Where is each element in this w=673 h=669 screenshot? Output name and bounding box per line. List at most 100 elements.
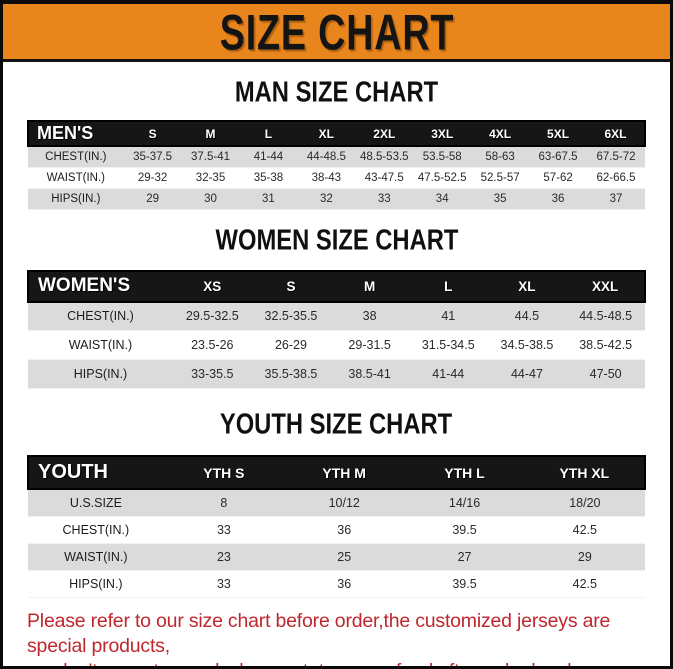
data-cell: 38-43 — [311, 171, 342, 184]
section-men: MAN SIZE CHART MEN'S S M L XL 2XL 3XL 4XL 5XL 6XL… — [3, 76, 670, 210]
row-label: CHEST(IN.) — [67, 309, 134, 324]
header-cell: XS — [172, 269, 252, 303]
data-cell: 27 — [457, 549, 472, 564]
women-section-heading: WOMEN SIZE CHART — [3, 224, 670, 256]
data-cell: 29 — [577, 549, 592, 564]
header-cell: S — [123, 120, 182, 147]
header-cell: L — [408, 269, 488, 303]
data-cell: 35-37.5 — [133, 150, 173, 163]
data-cell: 33-35.5 — [191, 367, 234, 381]
data-cell: 35 — [493, 192, 507, 205]
data-cell: 18/20 — [569, 495, 601, 510]
page-title: SIZE CHART — [219, 3, 454, 60]
header-cell: WOMEN'S — [27, 269, 173, 303]
data-cell: 29 — [146, 192, 159, 205]
data-cell: 36 — [337, 522, 352, 537]
table-row: CHEST(IN.) 29.5-32.5 32.5-35.5 38 41 44.5 44.5… — [28, 301, 645, 331]
data-cell: 25 — [337, 549, 352, 564]
table-header-row: WOMEN'S XS S M L XL XXL — [27, 269, 646, 303]
data-cell: 39.5 — [452, 522, 477, 537]
data-cell: 63-67.5 — [538, 150, 578, 163]
table-row: WAIST(IN.) 23 25 27 29 — [28, 543, 645, 570]
header-cell: 3XL — [413, 120, 472, 147]
header-cell: 2XL — [355, 120, 414, 147]
header-cell: MEN'S — [27, 120, 124, 147]
data-cell: 67.5-72 — [596, 150, 636, 163]
header-cell: 5XL — [529, 120, 587, 147]
table-row: HIPS(IN.) 29 30 31 32 33 34 35 36 37 — [28, 188, 645, 209]
data-cell: 41-44 — [253, 150, 284, 163]
row-label: WAIST(IN.) — [46, 171, 105, 184]
header-cell: M — [330, 269, 409, 303]
data-cell: 52.5-57 — [480, 171, 520, 184]
header-cell: XL — [297, 120, 356, 147]
table-row: U.S.SIZE 8 10/12 14/16 18/20 — [28, 489, 645, 516]
data-cell: 32.5-35.5 — [264, 309, 318, 324]
header-cell: 4XL — [471, 120, 530, 147]
table-header-row: MEN'S S M L XL 2XL 3XL 4XL 5XL 6XL — [27, 120, 646, 147]
row-label: CHEST(IN.) — [45, 150, 107, 163]
row-label: CHEST(IN.) — [62, 522, 130, 537]
data-cell: 44-48.5 — [306, 150, 346, 163]
data-cell: 30 — [204, 192, 217, 205]
disclaimer-line-1: Please refer to our size chart before or… — [27, 609, 611, 657]
table-header-row: YOUTH YTH S YTH M YTH L YTH XL — [27, 455, 647, 490]
size-table: WOMEN'S XS S M L XL XXL CHEST(IN.) 29.5-32.5 32.5… — [27, 269, 646, 390]
table-row: CHEST(IN.) 33 36 39.5 42.5 — [28, 516, 645, 543]
men-section-heading: MAN SIZE CHART — [3, 76, 670, 108]
table-row: WAIST(IN.) 29-32 32-35 35-38 38-43 43-47.5 47.… — [28, 167, 645, 188]
data-cell: 8 — [220, 495, 228, 510]
data-cell: 29.5-32.5 — [185, 309, 239, 324]
header-cell: L — [239, 120, 298, 147]
men-section-heading-text: MAN SIZE CHART — [234, 76, 439, 108]
header-cell: YTH M — [284, 455, 405, 490]
size-table: MEN'S S M L XL 2XL 3XL 4XL 5XL 6XL CHEST(IN.) 35-37… — [27, 120, 646, 210]
data-cell: 62-66.5 — [596, 171, 636, 184]
data-cell: 29-31.5 — [348, 338, 391, 352]
data-cell: 41-44 — [432, 367, 465, 381]
header-cell: YOUTH — [27, 455, 164, 490]
data-cell: 32-35 — [195, 171, 226, 184]
disclaimer-line-2: we don't accept cancel, change, teturn o… — [27, 659, 670, 667]
data-cell: 29-32 — [137, 171, 168, 184]
data-cell: 36 — [337, 576, 352, 591]
women-size-table: WOMEN'S XS S M L XL XXL CHEST(IN.) 29.5-32.5 32.5… — [27, 269, 646, 390]
data-cell: 44-47 — [510, 367, 543, 381]
data-cell: 38.5-42.5 — [579, 338, 633, 352]
data-cell: 31.5-34.5 — [421, 338, 475, 352]
table-row: HIPS(IN.) 33 36 39.5 42.5 — [28, 570, 645, 597]
data-cell: 44.5-48.5 — [579, 309, 633, 324]
header-cell: YTH S — [163, 455, 285, 490]
men-size-table: MEN'S S M L XL 2XL 3XL 4XL 5XL 6XL CHEST(IN.) 35-37… — [27, 120, 646, 210]
data-cell: 34.5-38.5 — [500, 338, 554, 352]
data-cell: 37.5-41 — [191, 150, 231, 163]
row-label: HIPS(IN.) — [51, 192, 101, 205]
youth-section-heading-text: YOUTH SIZE CHART — [220, 408, 453, 440]
data-cell: 58-63 — [485, 150, 515, 163]
row-label: HIPS(IN.) — [69, 576, 123, 591]
section-women: WOMEN SIZE CHART WOMEN'S XS S M L XL XXL CHEST(… — [3, 224, 670, 390]
row-label: HIPS(IN.) — [73, 367, 128, 381]
data-cell: 57-62 — [543, 171, 573, 184]
data-cell: 42.5 — [572, 522, 597, 537]
data-cell: 47-50 — [589, 367, 622, 381]
data-cell: 44.5 — [514, 309, 540, 324]
banner: SIZE CHART — [3, 4, 670, 62]
header-cell: YTH L — [404, 455, 525, 490]
data-cell: 10/12 — [328, 495, 360, 510]
row-label: WAIST(IN.) — [68, 338, 133, 352]
data-cell: 26-29 — [274, 338, 307, 352]
data-cell: 23 — [216, 549, 231, 564]
table-row: CHEST(IN.) 35-37.5 37.5-41 41-44 44-48.5 48.5… — [28, 146, 645, 167]
data-cell: 37 — [609, 192, 623, 205]
data-cell: 42.5 — [572, 576, 597, 591]
data-cell: 14/16 — [448, 495, 481, 510]
data-cell: 38.5-41 — [348, 367, 391, 381]
table-row: HIPS(IN.) 33-35.5 35.5-38.5 38.5-41 41-44 44-… — [28, 359, 645, 389]
youth-size-table: YOUTH YTH S YTH M YTH L YTH XL U.S.SIZE 8 10/12… — [27, 455, 647, 598]
section-youth: YOUTH SIZE CHART YOUTH YTH S YTH M YTH L YTH… — [3, 408, 670, 598]
header-cell: YTH XL — [524, 455, 647, 490]
data-cell: 32 — [319, 192, 333, 205]
data-cell: 33 — [216, 522, 231, 537]
